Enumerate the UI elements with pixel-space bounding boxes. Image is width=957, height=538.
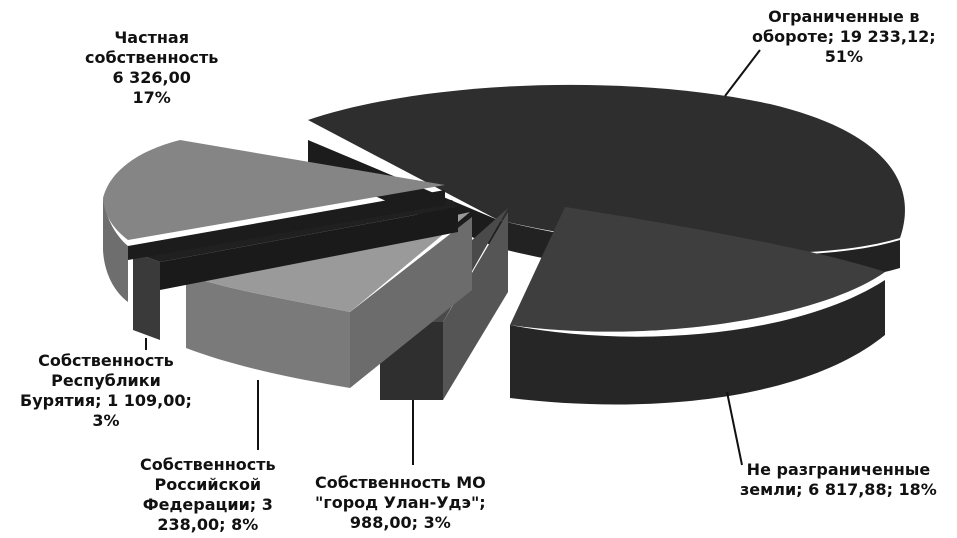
slice-buryatia-front [133,252,160,340]
label-restricted: Ограниченные в обороте; 19 233,12; 51% [752,7,936,66]
label-undivided: Не разграниченные земли; 6 817,88; 18% [740,460,937,499]
slice-municipal-side [443,212,508,400]
slice-private-front [103,198,128,302]
slice-restricted-top [308,84,905,253]
label-federal: Собственность Российской Федерации; 3 23… [140,455,276,534]
slice-buryatia-side [160,207,458,290]
slice-undivided-top [510,207,885,332]
leader-line-undivided [726,391,743,466]
leader-lines [145,49,761,466]
slice-undivided [510,207,885,405]
label-buryatia: Собственность Республики Бурятия; 1 109,… [20,351,192,430]
slice-private [103,140,445,302]
slice-private-top [103,140,445,240]
label-private: Частная собственность 6 326,00 17% [85,28,219,107]
label-municipal: Собственность МО "город Улан-Удэ"; 988,0… [315,473,486,532]
slice-private-darkedge [128,190,445,260]
leader-line-restricted [724,49,761,97]
slice-federal-side [350,217,472,388]
slice-federal-front [186,275,350,388]
slice-undivided-side [510,280,885,405]
